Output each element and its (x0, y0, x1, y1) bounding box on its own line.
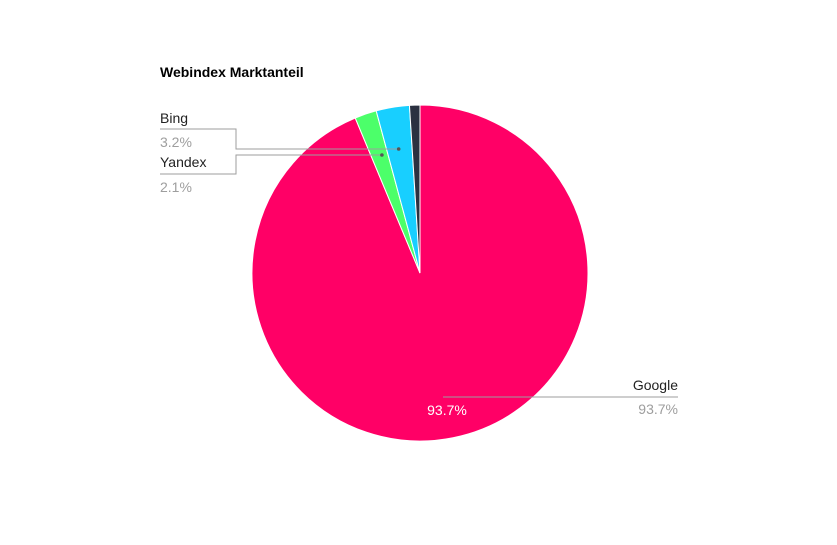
leader-line-yandex (160, 154, 382, 175)
leader-dot-yandex (380, 153, 384, 157)
slice-percent-google: 93.7% (638, 401, 678, 417)
slice-inside-label-google: 93.7% (427, 402, 467, 418)
slice-label-bing: Bing (160, 110, 188, 126)
slice-label-google: Google (633, 377, 678, 393)
leader-lines (160, 128, 678, 398)
slice-labels: 93.7% Google 93.7% Bing 3.2% Yandex 2.1% (160, 110, 678, 418)
slice-percent-bing: 3.2% (160, 134, 192, 150)
pie-slice-other (408, 104, 421, 274)
leader-dot-bing (396, 147, 401, 151)
leader-line-bing (160, 128, 399, 150)
chart-title: Webindex Marktanteil (160, 64, 304, 80)
pie-slices (251, 104, 589, 442)
slice-percent-yandex: 2.1% (160, 179, 192, 195)
slice-label-yandex: Yandex (160, 154, 206, 170)
